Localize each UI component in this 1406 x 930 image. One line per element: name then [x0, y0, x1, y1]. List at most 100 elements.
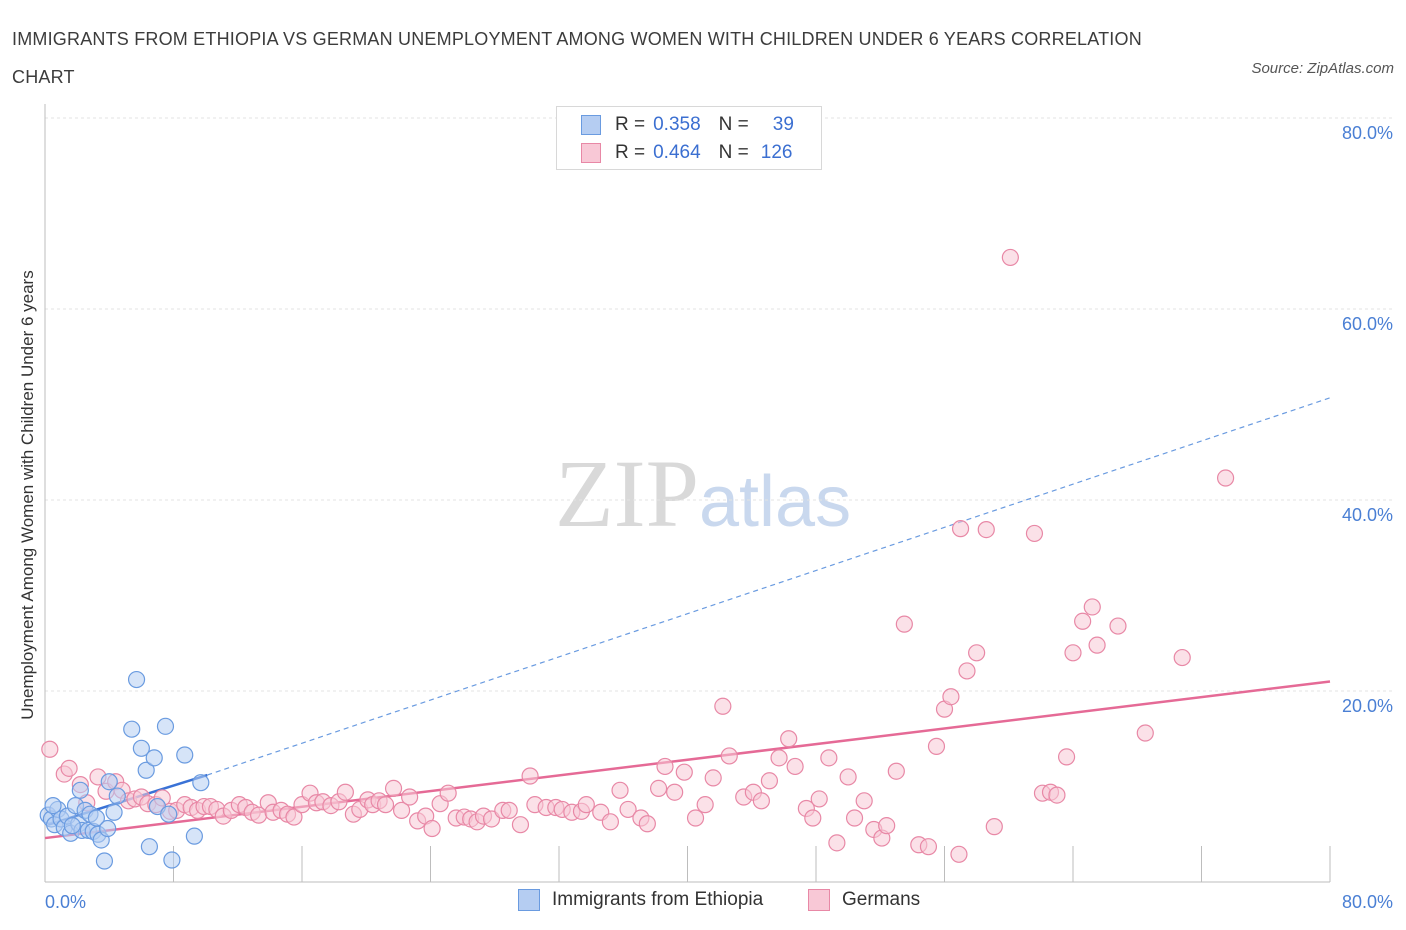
legend-swatch-ethiopia: [581, 115, 601, 135]
n-value-germans: 126: [760, 142, 793, 163]
point-germans: [958, 662, 976, 680]
point-germans: [601, 813, 620, 831]
point-germans: [968, 644, 986, 662]
point-germans: [704, 769, 722, 787]
point-germans: [927, 737, 946, 755]
point-germans: [855, 792, 873, 810]
point-germans: [878, 817, 896, 835]
point-germans: [1109, 617, 1127, 635]
correlation-legend: R = 0.358 N = 39 R = 0.464 N = 126: [556, 106, 822, 170]
point-germans: [1057, 748, 1076, 766]
point-ethiopia: [160, 805, 178, 823]
point-germans: [828, 834, 846, 852]
point-ethiopia: [192, 774, 210, 792]
point-germans: [786, 757, 804, 776]
legend-swatch-ethiopia: [518, 889, 540, 911]
legend-item-ethiopia[interactable]: Immigrants from Ethiopia: [518, 889, 763, 911]
point-germans: [1074, 612, 1092, 630]
legend-label-germans: Germans: [842, 889, 921, 910]
legend-row-germans: R = 0.464 N = 126: [581, 141, 792, 165]
point-ethiopia: [156, 717, 175, 735]
point-germans: [384, 779, 403, 798]
point-germans: [1173, 648, 1191, 667]
point-germans: [656, 757, 674, 776]
point-ethiopia: [132, 739, 150, 757]
point-germans: [1216, 469, 1235, 487]
point-ethiopia: [44, 796, 62, 815]
point-germans: [511, 816, 530, 834]
point-ethiopia: [105, 803, 123, 821]
point-germans: [950, 845, 968, 863]
legend-label-ethiopia: Immigrants from Ethiopia: [552, 889, 764, 910]
point-germans: [611, 781, 629, 799]
r-value-germans: 0.464: [653, 142, 701, 163]
point-germans: [895, 615, 913, 633]
point-germans: [752, 792, 770, 810]
point-germans: [770, 749, 788, 767]
point-germans: [577, 796, 595, 814]
legend-item-germans[interactable]: Germans: [808, 889, 920, 911]
point-ethiopia: [127, 670, 146, 689]
point-ethiopia: [176, 746, 194, 764]
r-label: R =: [615, 114, 646, 135]
point-germans: [714, 697, 732, 715]
point-germans: [780, 730, 798, 748]
legend-row-ethiopia: R = 0.358 N = 39: [581, 113, 794, 137]
point-germans: [649, 779, 668, 798]
point-germans: [60, 759, 78, 777]
point-germans: [423, 819, 441, 838]
point-germans: [696, 796, 714, 814]
chart-title: IMMIGRANTS FROM ETHIOPIA VS GERMAN UNEMP…: [12, 29, 1142, 87]
point-germans: [760, 772, 779, 790]
point-germans: [686, 809, 705, 827]
point-germans: [919, 838, 938, 856]
point-germans: [500, 801, 518, 819]
legend-swatch-germans: [808, 889, 830, 911]
point-germans: [1001, 248, 1019, 267]
y-tick-label: 60.0%: [1342, 314, 1393, 334]
point-germans: [977, 521, 995, 539]
point-ethiopia: [163, 851, 181, 869]
source-label: Source: ZipAtlas.com: [1251, 60, 1394, 77]
r-value-ethiopia: 0.358: [653, 114, 701, 135]
point-ethiopia: [108, 787, 126, 805]
point-germans: [839, 768, 857, 786]
point-germans: [1025, 524, 1044, 543]
y-tick-label: 40.0%: [1342, 505, 1393, 525]
n-label: N =: [718, 142, 749, 163]
point-germans: [1048, 786, 1066, 804]
point-germans: [810, 790, 828, 808]
point-germans: [887, 762, 905, 780]
point-germans: [1083, 598, 1101, 616]
x-tick-label-max: 80.0%: [1342, 892, 1393, 912]
n-label: N =: [718, 114, 749, 135]
point-germans: [336, 783, 354, 801]
n-value-ethiopia: 39: [772, 114, 794, 135]
point-germans: [521, 767, 539, 785]
point-germans: [285, 808, 303, 826]
point-ethiopia: [100, 773, 118, 791]
point-germans: [820, 749, 838, 767]
point-germans: [720, 747, 738, 765]
trend-ext-ethiopia: [207, 397, 1331, 776]
point-germans: [1064, 644, 1082, 662]
point-germans: [1088, 636, 1106, 654]
y-tick-label: 20.0%: [1342, 696, 1393, 716]
point-ethiopia: [185, 827, 203, 845]
point-germans: [666, 783, 684, 801]
point-germans: [376, 796, 395, 814]
y-tick-label: 80.0%: [1342, 123, 1393, 143]
zipatlas-watermark: ZIPatlas: [555, 440, 852, 547]
point-germans: [392, 801, 411, 819]
series-legend: Immigrants from Ethiopia Germans: [0, 889, 1406, 915]
point-germans: [401, 788, 419, 806]
point-ethiopia: [99, 819, 117, 838]
point-germans: [675, 763, 693, 781]
point-germans: [845, 809, 864, 827]
point-germans: [1136, 724, 1154, 742]
point-germans: [804, 809, 822, 827]
point-germans: [985, 818, 1003, 836]
y-axis-label: Unemployment Among Women with Children U…: [18, 270, 37, 720]
point-germans: [951, 520, 970, 538]
